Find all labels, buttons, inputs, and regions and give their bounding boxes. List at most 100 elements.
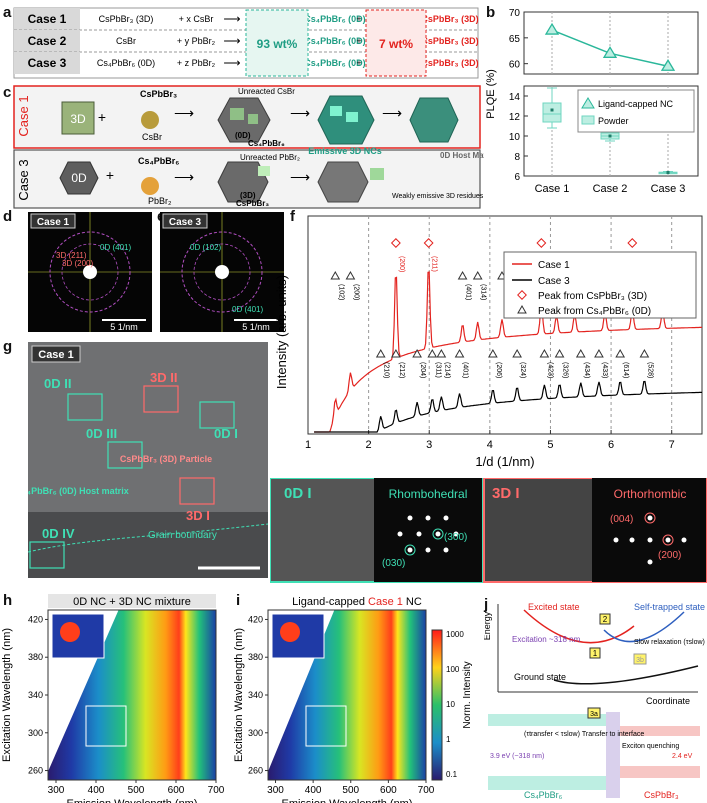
e0d-label: 3.9 eV (~318 nm) (490, 753, 544, 760)
cs3-label: CsPbBr₃ (644, 790, 679, 800)
weakly-label: Weakly emissive 3D residues (392, 193, 484, 200)
fft-spot (416, 531, 422, 537)
xtick-label: 700 (208, 785, 225, 796)
peak-marker-0d (472, 270, 483, 280)
peak-label: (423) (546, 362, 553, 378)
scale-label: 5 1/nm (242, 322, 270, 332)
ytick-label: 380 (28, 652, 43, 662)
peak-marker-3d (536, 238, 547, 248)
legend-label: Case 3 (538, 276, 570, 287)
plus: + (356, 14, 361, 24)
reactant-label: CsPbBr₃ (3D) (99, 14, 154, 24)
step-box (589, 647, 601, 659)
colorbar-label: 1000 (446, 630, 464, 639)
cube-label: 3D (70, 112, 86, 126)
colorbar-label: 100 (446, 665, 460, 674)
band-0d-top (488, 714, 608, 726)
case-cell (14, 8, 80, 30)
box-mean (608, 134, 612, 138)
fft-spot (647, 537, 653, 543)
arrow: ⟶ (290, 169, 310, 185)
xlabel: Emission Wavelength (nm) (66, 798, 197, 803)
panel-d-diffraction: Case 1 0D (401) 3D (211)3D (200) 5 1/nm (28, 212, 152, 332)
xtick-label: 7 (669, 439, 675, 451)
residue (258, 166, 270, 176)
ytick-label: 70 (509, 8, 521, 19)
coord-label: Coordinate (646, 696, 690, 706)
fft-spot (629, 537, 635, 543)
region-label: 0D IV (42, 526, 75, 541)
emissive-label: Emissive 3D NCs (308, 146, 382, 156)
axes-bottom (523, 85, 699, 177)
product-0d: Cs₄PbBr₆ (0D) (304, 58, 365, 68)
cs4pbbr6-label: Cs₄PbBr₆ (138, 156, 179, 166)
panel-a-label: a (3, 4, 12, 21)
panel-g-tem: Case 1 0D II 3D II 0D III 0D I 3D I 0D IV CsPbB… (28, 342, 268, 578)
panel-h-chart: 300 400 500 600 700 260 300 340 380 420 Emission W… (1, 594, 225, 803)
xlabel: Emission Wavelength (nm) (281, 798, 412, 803)
ytick-label: 260 (28, 766, 43, 776)
panel-e-diffraction: Case 3 0D (102) 0D (401) 5 1/nm (160, 212, 284, 332)
plus: + (98, 109, 106, 125)
excited-label: Excited state (528, 602, 580, 612)
legend-marker (517, 290, 527, 300)
csbr-ball (141, 111, 159, 129)
panel-b-label: b (486, 4, 496, 21)
peak-marker-0d (594, 348, 604, 358)
inset-ortho-label: Orthorhombic (614, 487, 687, 501)
zoom-box (305, 705, 347, 747)
pct-0d-box (245, 9, 309, 77)
case3-label: Case 3 (16, 159, 31, 200)
pct-3d-box (365, 9, 427, 77)
three-d-label: (3D) (240, 191, 256, 200)
data-point (544, 22, 560, 35)
residue (370, 168, 384, 180)
peak-marker-0d (488, 348, 498, 358)
xtick-label: 5 (547, 439, 553, 451)
spot-label: (030) (382, 558, 405, 569)
arrow: ⟶ (382, 105, 402, 121)
inset-blob (60, 622, 80, 642)
legend-box (503, 251, 697, 319)
zero-d-label: (0D) (235, 131, 251, 140)
panel-f-label: f (290, 208, 295, 225)
box-mean (550, 108, 554, 112)
ylabel: Excitation Wavelength (nm) (1, 628, 13, 762)
peak-marker-0d (391, 348, 401, 358)
peak-label: (102) (337, 284, 344, 300)
spot-ring (644, 512, 656, 524)
plus: + (106, 167, 114, 183)
xtick-label: 400 (305, 785, 322, 796)
peak-label: (401) (462, 362, 469, 378)
product-0d: Cs₄PbBr₆ (0D) (304, 14, 365, 24)
transfer-label: (τtransfer < τslow) Transfer to interfac… (524, 731, 644, 738)
panel-f-chart: 1 2 3 4 5 6 7 1/d (1/nm) Intensity (arb. units) (… (274, 215, 703, 469)
peak-marker-0d (554, 348, 565, 358)
arrow: ⟶ (174, 169, 194, 185)
peak-label: (204) (419, 362, 426, 378)
product-0d: Cs₄PbBr₆ (0D) (304, 36, 365, 46)
step-label: 2 (603, 615, 608, 624)
fft-spot (407, 547, 413, 553)
pct-3d: 7 wt% (379, 37, 413, 51)
cube-3d (61, 101, 95, 135)
fft-spot (397, 531, 403, 537)
xtick-label: 300 (48, 785, 65, 796)
ytick-label: 300 (28, 728, 43, 738)
ring-label: 3D (200) (62, 259, 93, 268)
peak-marker-0d (615, 348, 626, 358)
ytick-label: 420 (28, 614, 43, 624)
host-label: Cs₄PbBr₆ (0D) Host matrix (28, 486, 129, 496)
emissive-nc (330, 106, 342, 116)
ylabel: Excitation Wavelength (nm) (233, 628, 245, 762)
csbr-label: CsBr (142, 132, 162, 142)
ground-label: Ground state (514, 672, 566, 682)
ytick-label: 65 (509, 34, 521, 45)
peak-marker-3d (390, 238, 401, 248)
peak-label: (206) (495, 362, 502, 378)
ring (193, 243, 251, 301)
particle-label: CsPbBr₃ (3D) Particle (120, 454, 212, 464)
case1-label: Case 1 (16, 95, 31, 136)
operator-label: + z PbBr₂ (177, 58, 216, 68)
case-label: Case 3 (28, 56, 67, 70)
